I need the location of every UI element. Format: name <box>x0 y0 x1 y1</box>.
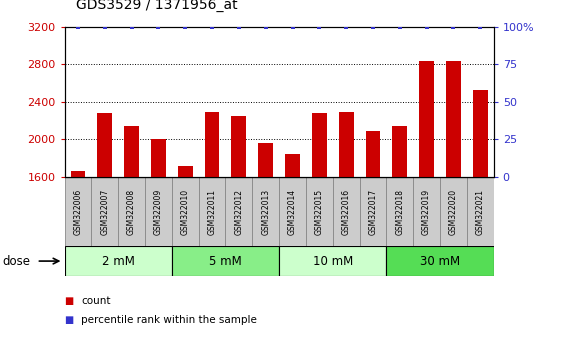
Text: 2 mM: 2 mM <box>102 255 135 268</box>
Text: GSM322015: GSM322015 <box>315 188 324 235</box>
Text: GSM322016: GSM322016 <box>342 188 351 235</box>
Text: dose: dose <box>3 255 31 268</box>
Text: GSM322014: GSM322014 <box>288 188 297 235</box>
Text: 5 mM: 5 mM <box>209 255 242 268</box>
Bar <box>252 177 279 246</box>
Bar <box>387 177 413 246</box>
Bar <box>306 177 333 246</box>
Bar <box>232 116 246 177</box>
Text: GSM322011: GSM322011 <box>208 189 217 234</box>
Text: percentile rank within the sample: percentile rank within the sample <box>81 315 257 325</box>
Bar <box>65 177 91 246</box>
Bar <box>473 90 488 177</box>
Bar <box>393 126 407 177</box>
Bar <box>312 113 327 177</box>
Bar <box>440 177 467 246</box>
Bar <box>226 177 252 246</box>
Bar <box>333 177 360 246</box>
Bar <box>172 246 279 276</box>
Bar <box>360 177 387 246</box>
Text: GSM322006: GSM322006 <box>73 188 82 235</box>
Bar <box>65 246 172 276</box>
Bar <box>387 246 494 276</box>
Text: GSM322018: GSM322018 <box>396 189 404 234</box>
Text: count: count <box>81 296 111 306</box>
Bar <box>339 112 353 177</box>
Text: 10 mM: 10 mM <box>312 255 353 268</box>
Bar <box>118 177 145 246</box>
Bar <box>285 154 300 177</box>
Bar <box>98 113 112 177</box>
Bar <box>419 61 434 177</box>
Bar <box>366 131 380 177</box>
Text: 30 mM: 30 mM <box>420 255 460 268</box>
Bar <box>172 177 199 246</box>
Text: GSM322012: GSM322012 <box>234 189 243 234</box>
Bar <box>199 177 226 246</box>
Bar <box>124 126 139 177</box>
Text: GDS3529 / 1371956_at: GDS3529 / 1371956_at <box>76 0 237 12</box>
Text: GSM322019: GSM322019 <box>422 188 431 235</box>
Text: GSM322008: GSM322008 <box>127 188 136 235</box>
Text: GSM322021: GSM322021 <box>476 189 485 234</box>
Bar <box>413 177 440 246</box>
Text: GSM322017: GSM322017 <box>369 188 378 235</box>
Bar <box>71 171 85 177</box>
Text: GSM322013: GSM322013 <box>261 188 270 235</box>
Text: GSM322009: GSM322009 <box>154 188 163 235</box>
Bar <box>279 177 306 246</box>
Text: GSM322010: GSM322010 <box>181 188 190 235</box>
Text: ■: ■ <box>65 315 73 325</box>
Bar <box>91 177 118 246</box>
Bar <box>279 246 387 276</box>
Text: ■: ■ <box>65 296 73 306</box>
Bar <box>145 177 172 246</box>
Text: GSM322020: GSM322020 <box>449 188 458 235</box>
Text: GSM322007: GSM322007 <box>100 188 109 235</box>
Bar <box>446 61 461 177</box>
Bar <box>205 112 219 177</box>
Bar <box>178 166 192 177</box>
Bar <box>258 143 273 177</box>
Bar <box>467 177 494 246</box>
Bar <box>151 139 165 177</box>
